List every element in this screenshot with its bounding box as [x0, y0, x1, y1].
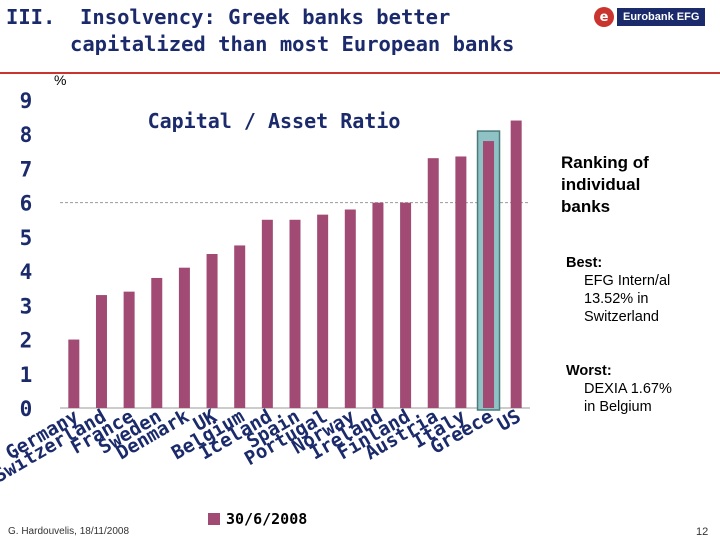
best-label: Best: — [566, 255, 603, 271]
y-tick-label: 0 — [20, 397, 33, 421]
y-tick-label: 8 — [20, 123, 33, 147]
bar-norway — [344, 209, 356, 408]
bar-belgium — [234, 245, 246, 408]
bar-denmark — [178, 267, 190, 408]
y-tick-label: 6 — [20, 192, 33, 216]
y-tick-label: 4 — [20, 260, 33, 284]
worst-note: Worst: DEXIA 1.67% in Belgium — [566, 362, 672, 416]
bar-france — [123, 291, 135, 408]
legend-label: 30/6/2008 — [226, 510, 308, 528]
bar-spain — [289, 219, 301, 408]
best-line-1: EFG Intern/al — [584, 273, 671, 289]
bar-uk — [206, 254, 218, 408]
ranking-line-2: individual — [561, 175, 641, 194]
bar-switzerland — [95, 295, 107, 408]
worst-label: Worst: — [566, 363, 612, 379]
worst-line-2: in Belgium — [584, 399, 652, 415]
title-line-2: capitalized than most European banks — [70, 32, 515, 56]
title-line-1: III. Insolvency: Greek banks better — [6, 5, 451, 29]
y-tick-label: 1 — [20, 363, 33, 387]
legend-swatch — [208, 513, 220, 525]
logo-text: Eurobank EFG — [617, 8, 706, 26]
bar-italy — [455, 156, 467, 408]
best-line-3: Switzerland — [584, 309, 659, 325]
y-tick-label: 7 — [20, 157, 33, 181]
worst-line-1: DEXIA 1.67% — [584, 381, 672, 397]
best-note: Best: EFG Intern/al 13.52% in Switzerlan… — [566, 254, 670, 326]
ranking-line-1: Ranking of — [561, 153, 649, 172]
bar-iceland — [261, 219, 273, 408]
y-tick-label: 5 — [20, 226, 33, 250]
y-tick-label: 9 — [20, 89, 33, 113]
bar-ireland — [372, 202, 384, 408]
chart-legend: 30/6/2008 — [208, 510, 307, 528]
bar-greece — [483, 141, 495, 409]
bar-sweden — [151, 277, 163, 408]
title-underline — [0, 72, 720, 74]
bar-finland — [400, 202, 412, 408]
bar-portugal — [317, 214, 329, 408]
slide-title: III. Insolvency: Greek banks better capit… — [6, 4, 514, 58]
eurobank-logo-icon: e — [594, 7, 614, 27]
y-tick-label: 3 — [20, 294, 33, 318]
page-number: 12 — [696, 526, 709, 538]
chart-title: Capital / Asset Ratio — [148, 109, 401, 133]
unit-label: % — [54, 72, 67, 88]
ranking-heading: Ranking of individual banks — [561, 152, 649, 218]
bar-germany — [68, 339, 80, 408]
eurobank-logo: e Eurobank EFG — [594, 6, 712, 28]
y-tick-label: 2 — [20, 329, 33, 353]
bar-us — [510, 120, 522, 409]
bar-austria — [427, 158, 439, 408]
footer-author: G. Hardouvelis, 18/11/2008 — [8, 526, 130, 537]
ranking-line-3: banks — [561, 197, 611, 216]
best-line-2: 13.52% in — [584, 291, 649, 307]
